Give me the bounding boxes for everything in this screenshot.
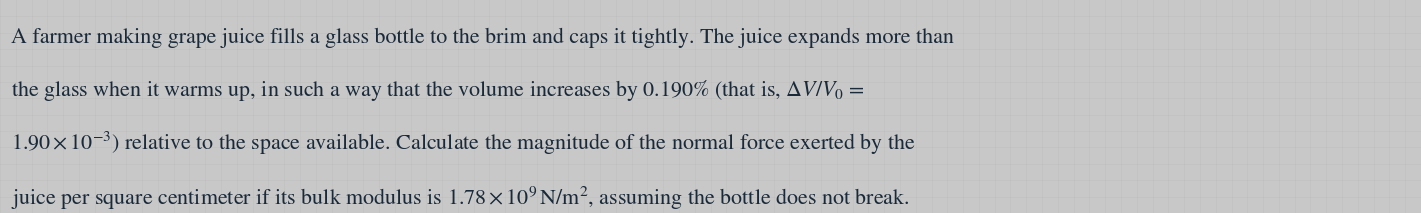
Text: juice per square centimeter if its bulk modulus is $1.78 \times 10^{9}\,\mathrm{: juice per square centimeter if its bulk … [11,184,909,212]
Text: the glass when it warms up, in such a way that the volume increases by 0.190% (t: the glass when it warms up, in such a wa… [11,78,865,103]
Text: A farmer making grape juice fills a glass bottle to the brim and caps it tightly: A farmer making grape juice fills a glas… [11,27,955,47]
Text: $1.90 \times 10^{-3}$) relative to the space available. Calculate the magnitude : $1.90 \times 10^{-3}$) relative to the s… [11,130,917,157]
